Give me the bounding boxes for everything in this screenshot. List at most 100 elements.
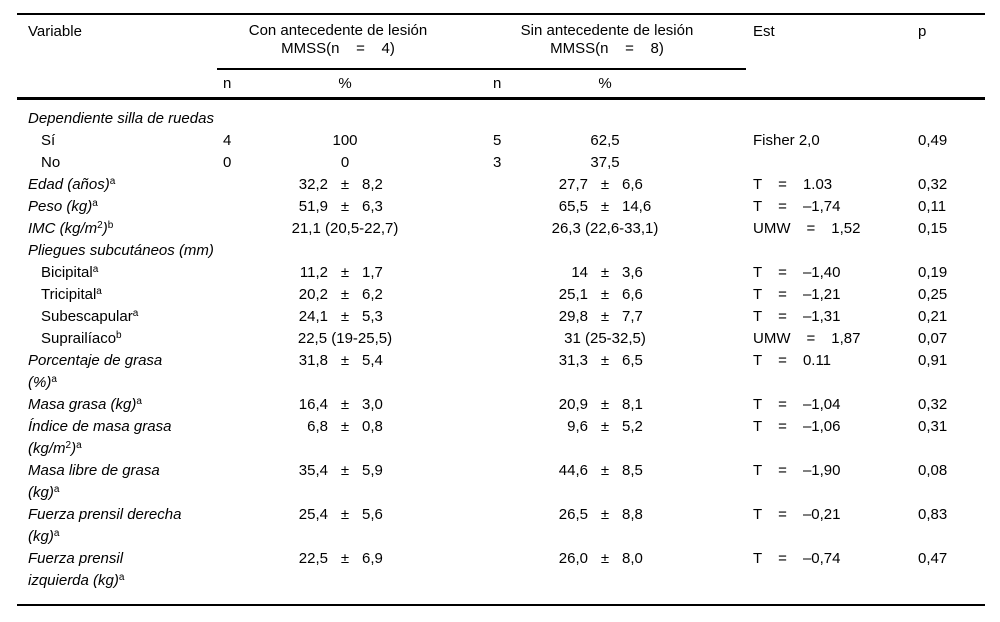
cell-p-value: 0,91: [918, 352, 948, 369]
cell-p-value: 0,08: [918, 462, 948, 479]
row-label: No: [41, 152, 60, 174]
cell-mean-sd-group1: 6,8 ±0,8: [282, 416, 406, 438]
stat-value: –1,21: [802, 286, 841, 303]
cell-mean-sd-group1: 35,4 ±5,9: [282, 460, 406, 482]
equals-sign: =: [778, 550, 787, 567]
group-header-rule: [217, 68, 746, 70]
cell-percent-group1: 0: [340, 154, 350, 171]
cell-p-value: 0,25: [918, 286, 948, 303]
cell-p-value: 0,31: [918, 418, 948, 435]
row-label-line: IMC (kg/m2)b: [28, 218, 113, 240]
cell-mean-sd-group2: 29,8 ±7,7: [542, 306, 666, 328]
equals-sign: =: [778, 176, 787, 193]
label-text: Índice de masa grasa: [28, 418, 172, 435]
cell-mean-sd-group2: 14 ±3,6: [542, 262, 666, 284]
label-text: Porcentaje de grasa: [28, 352, 163, 369]
equals-sign: =: [778, 462, 787, 479]
label-text: Dependiente silla de ruedas: [28, 110, 214, 127]
sd-value: 5,3: [362, 308, 383, 325]
table-row: Fuerza prensil izquierda (kg)a 22,5 ±6,9 26,…: [0, 548, 1000, 592]
column-header-group2: Sin antecedente de lesión MMSS(n = 8): [487, 22, 727, 58]
cell-mean-sd-group1: 51,9 ±6,3: [282, 196, 406, 218]
plus-minus-sign: ±: [600, 286, 610, 303]
label-text: Fuerza prensil derecha: [28, 506, 182, 523]
sd-value: 5,2: [622, 418, 643, 435]
cell-mean-sd-group1: 24,1 ±5,3: [282, 306, 406, 328]
cell-percent-group1: 100: [332, 132, 358, 149]
plus-minus-sign: ±: [600, 418, 610, 435]
mean-value: 25,4: [298, 506, 328, 523]
cell-percent-group2: 62,5: [590, 132, 620, 149]
row-label-line: izquierda (kg)a: [28, 570, 124, 592]
cell-test-statistic: T = –0,21: [753, 504, 840, 526]
row-label: Porcentaje de grasa (%)a: [28, 350, 162, 394]
stat-value: 1,87: [831, 330, 861, 347]
cell-median-iqr-group2: 31 (25-32,5): [564, 330, 646, 347]
cell-p-value: 0,49: [918, 132, 948, 149]
label-text: (kg): [28, 484, 54, 501]
row-label: Dependiente silla de ruedas: [28, 108, 214, 130]
stat-name: T: [753, 264, 763, 281]
table-body: Dependiente silla de ruedas Sí 4 100 5 62,5 Fi…: [0, 108, 1000, 592]
equals-sign: =: [778, 198, 787, 215]
row-label: IMC (kg/m2)b: [28, 218, 113, 240]
row-label-line: (kg/m2)a: [28, 438, 171, 460]
superscript-note: a: [96, 286, 102, 297]
stat-value: –1,40: [802, 264, 841, 281]
cell-median-iqr-group2: 26,3 (22,6-33,1): [551, 220, 659, 237]
label-text: izquierda (kg): [28, 572, 119, 589]
cell-count-group1: 0: [223, 154, 232, 171]
row-label: Peso (kg)a: [28, 196, 98, 218]
row-label: Suprailíacob: [41, 328, 122, 350]
label-text: IMC (kg/m: [28, 220, 98, 237]
stat-value: 1.03: [802, 176, 833, 193]
equals-sign: =: [778, 286, 787, 303]
plus-minus-sign: ±: [340, 418, 350, 435]
stat-value: –0,74: [802, 550, 841, 567]
row-label-line: Fuerza prensil derecha: [28, 504, 181, 526]
column-header-variable: Variable: [28, 23, 82, 40]
label-text: Sí: [41, 132, 56, 149]
stat-name: Fisher 2,0: [753, 132, 820, 149]
superscript-note: 2: [97, 220, 103, 231]
column-header-est: Est: [753, 23, 775, 40]
plus-minus-sign: ±: [600, 396, 610, 413]
table-row: Porcentaje de grasa (%)a 31,8 ±5,4 31,3 ±6,5 T…: [0, 350, 1000, 394]
stat-value: –1,90: [802, 462, 841, 479]
label-text: Masa libre de grasa: [28, 462, 160, 479]
row-label-line: Dependiente silla de ruedas: [28, 108, 214, 130]
cell-mean-sd-group2: 20,9 ±8,1: [542, 394, 666, 416]
superscript-note: a: [53, 528, 60, 539]
table-row: Pliegues subcutáneos (mm): [0, 240, 1000, 262]
sd-value: 8,8: [622, 506, 643, 523]
stat-name: UMW: [753, 330, 791, 347]
label-text: (kg): [28, 528, 54, 545]
row-label-line: Sí: [41, 130, 55, 152]
label-text: Bicipital: [41, 264, 93, 281]
subheader-pct-group2: %: [598, 75, 612, 92]
stat-name: T: [753, 506, 763, 523]
cell-p-value: 0,32: [918, 396, 948, 413]
mean-value: 9,6: [567, 418, 588, 435]
stat-name: T: [753, 308, 763, 325]
superscript-note: a: [92, 264, 99, 275]
cell-p-value: 0,21: [918, 308, 948, 325]
label-text: (kg/m: [28, 440, 66, 457]
row-label-line: Bicipitala: [41, 262, 98, 284]
mean-value: 31,3: [558, 352, 588, 369]
sd-value: 5,4: [362, 352, 383, 369]
equals-sign: =: [778, 506, 787, 523]
cell-p-value: 0,32: [918, 176, 948, 193]
superscript-note: a: [53, 484, 60, 495]
cell-mean-sd-group1: 22,5 ±6,9: [282, 548, 406, 570]
label-text: Fuerza prensil: [28, 550, 124, 567]
plus-minus-sign: ±: [340, 264, 350, 281]
table-row: IMC (kg/m2)b 21,1 (20,5-22,7) 26,3 (22,6-3…: [0, 218, 1000, 240]
cell-test-statistic: Fisher 2,0: [753, 130, 820, 152]
table-row: Masa grasa (kg)a 16,4 ±3,0 20,9 ±8,1 T = –1,04 0…: [0, 394, 1000, 416]
stat-name: T: [753, 418, 763, 435]
mean-value: 32,2: [298, 176, 328, 193]
row-label-line: No: [41, 152, 60, 174]
sd-value: 5,6: [362, 506, 383, 523]
